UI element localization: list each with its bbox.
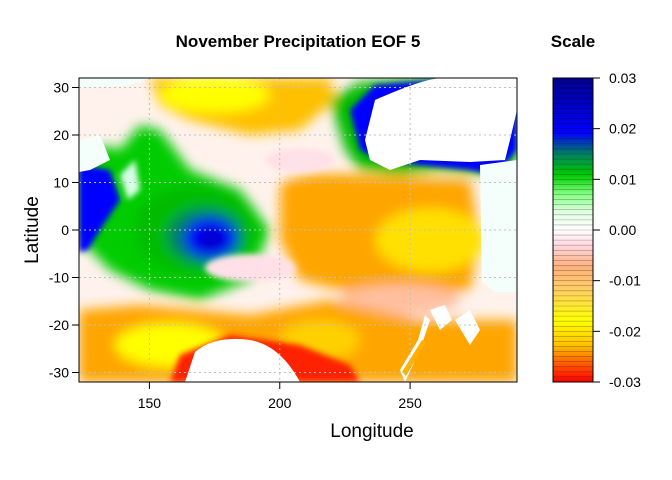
scale-bands xyxy=(553,82,593,378)
y-tick-label: -30 xyxy=(49,365,69,381)
y-tick-label: -10 xyxy=(49,270,69,286)
y-tick-label: 30 xyxy=(53,80,69,96)
scale-title: Scale xyxy=(551,32,595,51)
y-axis: 30 20 10 0 -10 -20 -30 xyxy=(49,80,79,381)
scale-tick-label: 0.01 xyxy=(609,171,636,187)
y-tick-label: -20 xyxy=(49,317,69,333)
scale-axis: 0.03 0.02 0.01 0.00 -0.01 -0.02 -0.03 xyxy=(593,70,641,390)
scale-tick-label: 0.02 xyxy=(609,121,636,137)
scale-tick-label: -0.01 xyxy=(609,273,641,289)
x-axis: 150 200 250 xyxy=(138,382,422,411)
scale-tick-label: -0.03 xyxy=(609,374,641,390)
scale-tick-label: 0.00 xyxy=(609,222,636,238)
y-axis-label: Latitude xyxy=(22,196,43,264)
heatmap-field xyxy=(79,78,517,382)
y-tick-label: 20 xyxy=(53,127,69,143)
x-axis-label: Longitude xyxy=(330,421,413,442)
y-tick-label: 10 xyxy=(53,175,69,191)
chart-title: November Precipitation EOF 5 xyxy=(176,32,421,51)
x-tick-label: 250 xyxy=(398,395,422,411)
scale-tick-label: 0.03 xyxy=(609,70,636,86)
scale-tick-label: -0.02 xyxy=(609,323,641,339)
grid-lines xyxy=(79,78,517,382)
y-tick-label: 0 xyxy=(61,222,69,238)
scale-colorbar xyxy=(553,78,593,382)
x-tick-label: 200 xyxy=(268,395,292,411)
x-tick-label: 150 xyxy=(138,395,162,411)
